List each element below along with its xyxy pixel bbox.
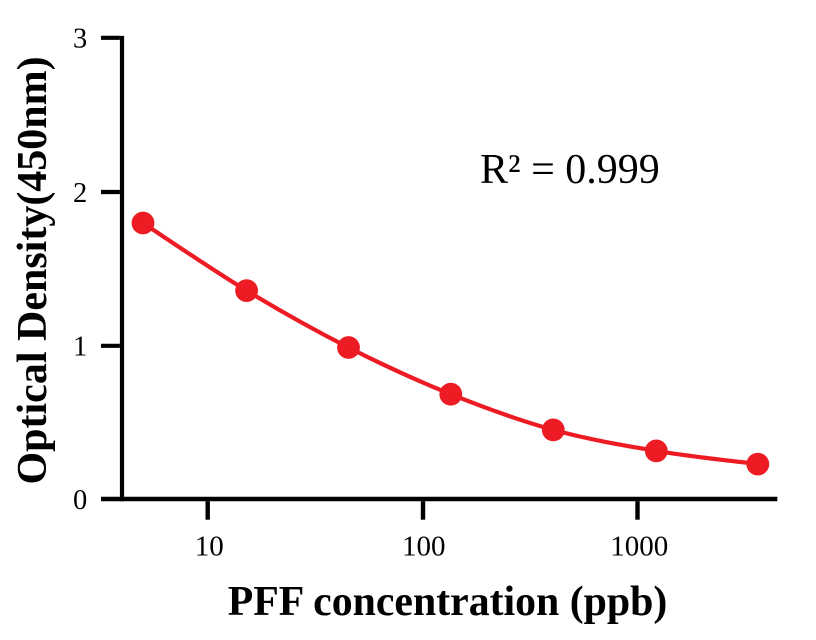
svg-text:1: 1	[73, 332, 87, 363]
svg-text:R² = 0.999: R² = 0.999	[480, 147, 660, 193]
svg-text:3: 3	[73, 24, 87, 55]
svg-text:2: 2	[73, 178, 87, 209]
svg-text:Optical Density(450nm): Optical Density(450nm)	[10, 56, 56, 484]
svg-text:10: 10	[195, 531, 224, 563]
svg-text:0: 0	[73, 485, 87, 516]
svg-text:1000: 1000	[610, 531, 668, 563]
svg-text:100: 100	[402, 531, 446, 563]
svg-text:PFF concentration (ppb): PFF concentration (ppb)	[228, 579, 668, 625]
